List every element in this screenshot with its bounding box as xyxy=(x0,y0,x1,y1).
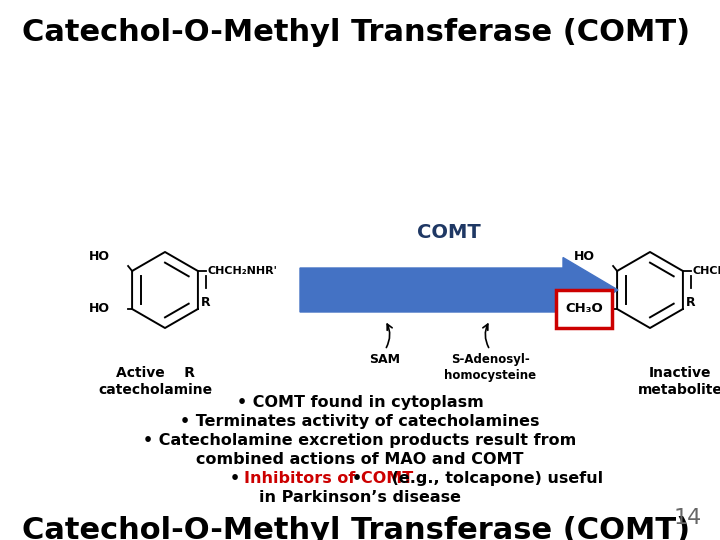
Text: catecholamine: catecholamine xyxy=(98,383,212,397)
Text: •: • xyxy=(352,471,368,486)
Text: 14: 14 xyxy=(674,508,702,528)
Text: R: R xyxy=(686,296,696,309)
FancyArrow shape xyxy=(300,258,618,322)
Text: • COMT found in cytoplasm: • COMT found in cytoplasm xyxy=(237,395,483,410)
Text: •: • xyxy=(230,471,246,486)
Text: HO: HO xyxy=(89,302,110,315)
Text: combined actions of MAO and COMT: combined actions of MAO and COMT xyxy=(197,452,523,467)
Text: HO: HO xyxy=(89,250,110,263)
Text: Active    R: Active R xyxy=(115,366,194,380)
Text: • Terminates activity of catecholamines: • Terminates activity of catecholamines xyxy=(180,414,540,429)
Text: metabolite: metabolite xyxy=(638,383,720,397)
Text: COMT: COMT xyxy=(417,222,481,241)
Text: (e.g., tolcapone) useful: (e.g., tolcapone) useful xyxy=(386,471,603,486)
Text: Inhibitors of COMT: Inhibitors of COMT xyxy=(244,471,413,486)
Text: S-Adenosyl-
homocysteine: S-Adenosyl- homocysteine xyxy=(444,353,536,382)
Text: R: R xyxy=(201,296,211,309)
Text: CH₃O: CH₃O xyxy=(565,302,603,315)
Text: Catechol-O-Methyl Transferase (COMT): Catechol-O-Methyl Transferase (COMT) xyxy=(22,18,690,47)
Text: Inactive: Inactive xyxy=(649,366,711,380)
Text: CHCH₂NHR': CHCH₂NHR' xyxy=(693,266,720,276)
Text: Catechol-O-Methyl Transferase (COMT): Catechol-O-Methyl Transferase (COMT) xyxy=(22,516,690,540)
Text: • Catecholamine excretion products result from: • Catecholamine excretion products resul… xyxy=(143,433,577,448)
FancyBboxPatch shape xyxy=(556,290,612,328)
Text: CHCH₂NHR': CHCH₂NHR' xyxy=(208,266,278,276)
Text: in Parkinson’s disease: in Parkinson’s disease xyxy=(259,490,461,505)
Text: SAM: SAM xyxy=(369,353,400,366)
Text: HO: HO xyxy=(574,250,595,263)
